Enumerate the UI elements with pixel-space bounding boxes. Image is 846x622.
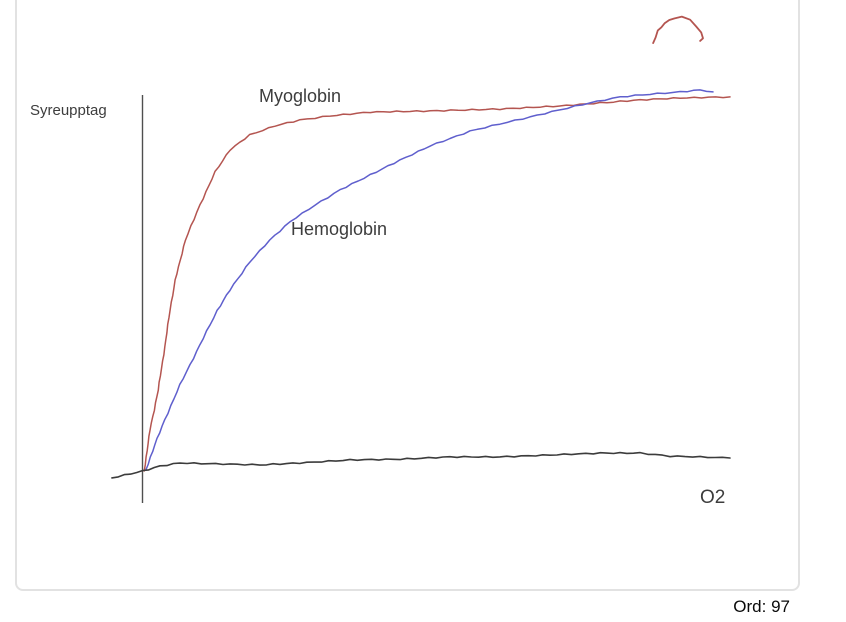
- y-axis-label: Syreupptag: [30, 102, 107, 119]
- x-axis-label: O2: [700, 487, 726, 508]
- drawing-card: [15, 0, 800, 591]
- hemoglobin-series-label: Hemoglobin: [291, 219, 388, 239]
- myoglobin-series-label: Myoglobin: [259, 86, 342, 106]
- word-count-text: Ord: 97: [733, 597, 790, 616]
